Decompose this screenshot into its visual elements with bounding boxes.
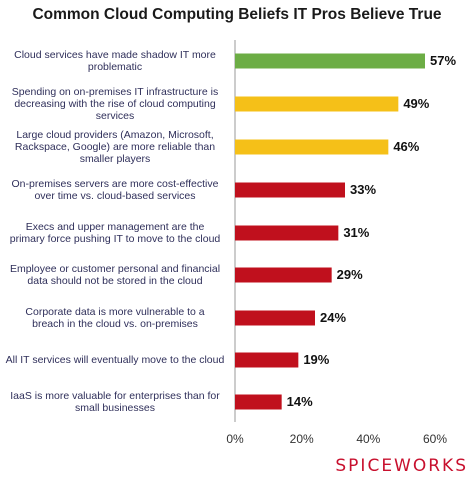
x-tick-label: 60%: [422, 432, 448, 446]
value-label: 14%: [286, 394, 313, 409]
value-label: 31%: [343, 225, 370, 240]
value-label: 24%: [320, 310, 347, 325]
category-label: Corporate data is more vulnerable to a b…: [25, 306, 205, 330]
bar: [235, 352, 299, 368]
category-label: Employee or customer personal and financ…: [9, 263, 221, 287]
x-tick-label: 0%: [226, 432, 244, 446]
chart-title: Common Cloud Computing Beliefs IT Pros B…: [32, 6, 442, 23]
value-label: 49%: [403, 96, 430, 111]
value-label: 46%: [393, 139, 420, 154]
bar: [235, 53, 425, 69]
bar: [235, 225, 339, 241]
bar: [235, 267, 332, 283]
category-label: IaaS is more valuable for enterprises th…: [10, 390, 220, 414]
value-label: 57%: [430, 53, 457, 68]
bar: [235, 96, 399, 112]
category-label: All IT services will eventually move to …: [5, 354, 225, 366]
spiceworks-logo: SPICEWORKS: [335, 456, 468, 476]
x-tick-label: 40%: [356, 432, 381, 446]
value-label: 19%: [303, 352, 330, 367]
category-label: Large cloud providers (Amazon, Microsoft…: [14, 129, 216, 165]
x-tick-label: 20%: [289, 432, 314, 446]
category-label: On-premises servers are more cost-effect…: [11, 178, 219, 202]
category-label: Execs and upper management are the prima…: [9, 221, 221, 245]
bar: [235, 394, 282, 410]
bar: [235, 182, 345, 198]
category-label: Cloud services have made shadow IT more …: [14, 49, 216, 73]
bar: [235, 139, 389, 155]
category-label: Spending on on-premises IT infrastructur…: [11, 86, 219, 122]
value-label: 29%: [336, 267, 363, 282]
value-label: 33%: [350, 182, 377, 197]
bar: [235, 310, 315, 326]
